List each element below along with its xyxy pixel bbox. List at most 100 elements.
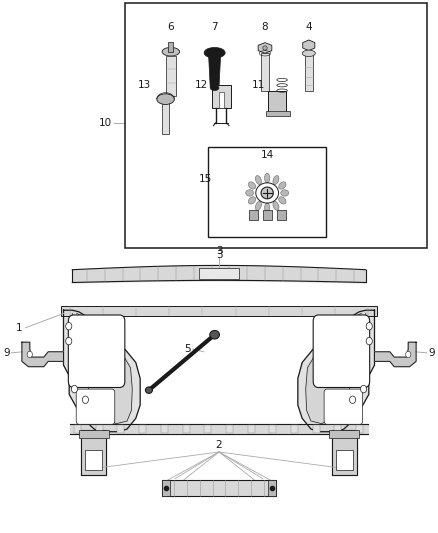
Bar: [162, 480, 276, 496]
Bar: [247, 425, 254, 433]
Ellipse shape: [261, 187, 273, 199]
Bar: [268, 91, 286, 112]
Ellipse shape: [246, 190, 254, 196]
FancyBboxPatch shape: [76, 389, 115, 424]
Circle shape: [27, 351, 32, 358]
Polygon shape: [22, 342, 64, 367]
Bar: [249, 210, 258, 220]
Bar: [226, 425, 233, 433]
Bar: [277, 210, 286, 220]
Ellipse shape: [204, 47, 225, 58]
Circle shape: [66, 322, 72, 330]
Polygon shape: [81, 430, 106, 475]
FancyBboxPatch shape: [68, 315, 125, 387]
Bar: [78, 391, 113, 422]
Bar: [219, 92, 224, 108]
Bar: [268, 480, 276, 496]
Bar: [125, 3, 427, 248]
Ellipse shape: [273, 201, 279, 211]
Ellipse shape: [248, 182, 256, 189]
Polygon shape: [332, 430, 357, 475]
Bar: [305, 52, 313, 91]
Bar: [199, 268, 239, 279]
Bar: [168, 42, 173, 52]
Bar: [313, 425, 320, 433]
Ellipse shape: [145, 387, 152, 393]
Polygon shape: [374, 342, 416, 367]
Bar: [162, 102, 169, 134]
Text: 12: 12: [195, 80, 208, 90]
Text: 1: 1: [16, 323, 23, 333]
Ellipse shape: [255, 201, 261, 211]
Text: 14: 14: [261, 150, 274, 160]
Text: 6: 6: [167, 22, 174, 32]
Bar: [74, 425, 81, 433]
FancyBboxPatch shape: [324, 389, 363, 424]
Ellipse shape: [281, 190, 289, 196]
Polygon shape: [258, 43, 272, 53]
Circle shape: [66, 337, 72, 345]
Circle shape: [360, 385, 367, 393]
Polygon shape: [70, 424, 368, 434]
Text: 10: 10: [99, 118, 112, 127]
Bar: [183, 425, 190, 433]
Polygon shape: [208, 53, 221, 88]
Bar: [263, 210, 272, 220]
Bar: [85, 450, 102, 470]
Bar: [79, 430, 109, 438]
Bar: [161, 425, 168, 433]
Polygon shape: [306, 313, 366, 424]
Bar: [291, 425, 298, 433]
Bar: [334, 425, 341, 433]
Bar: [269, 425, 276, 433]
Polygon shape: [298, 310, 374, 432]
Text: 2: 2: [215, 440, 223, 450]
Text: 3: 3: [215, 249, 223, 260]
Polygon shape: [72, 313, 132, 424]
Text: 9: 9: [3, 348, 10, 358]
Ellipse shape: [255, 175, 261, 184]
Bar: [166, 56, 176, 96]
Text: 4: 4: [305, 22, 312, 32]
Ellipse shape: [279, 182, 286, 189]
Text: 5: 5: [184, 344, 191, 354]
Text: 15: 15: [199, 174, 212, 183]
Ellipse shape: [263, 46, 267, 50]
Circle shape: [366, 337, 372, 345]
Circle shape: [350, 396, 356, 403]
Circle shape: [366, 322, 372, 330]
Text: 9: 9: [428, 348, 435, 358]
Bar: [336, 450, 353, 470]
Ellipse shape: [279, 197, 286, 204]
Bar: [61, 306, 377, 316]
Ellipse shape: [302, 50, 315, 56]
Circle shape: [82, 396, 88, 403]
Circle shape: [406, 351, 411, 358]
Circle shape: [71, 385, 78, 393]
Ellipse shape: [265, 203, 270, 213]
Text: 7: 7: [211, 22, 218, 32]
Bar: [329, 430, 359, 438]
Ellipse shape: [210, 330, 219, 339]
Text: 13: 13: [138, 80, 151, 90]
Bar: [162, 480, 170, 496]
Bar: [212, 85, 231, 108]
Bar: [139, 425, 146, 433]
Text: 11: 11: [252, 80, 265, 90]
Bar: [208, 147, 326, 237]
Ellipse shape: [162, 47, 180, 56]
Text: 3: 3: [215, 246, 223, 256]
Ellipse shape: [157, 94, 174, 104]
Ellipse shape: [273, 175, 279, 184]
Bar: [117, 425, 124, 433]
Ellipse shape: [248, 197, 256, 204]
Polygon shape: [303, 40, 315, 51]
Text: 8: 8: [261, 22, 268, 32]
Ellipse shape: [265, 173, 270, 183]
Bar: [96, 425, 103, 433]
Bar: [356, 425, 363, 433]
Bar: [261, 53, 269, 91]
FancyBboxPatch shape: [313, 315, 370, 387]
Polygon shape: [64, 310, 140, 432]
Bar: [266, 111, 290, 116]
